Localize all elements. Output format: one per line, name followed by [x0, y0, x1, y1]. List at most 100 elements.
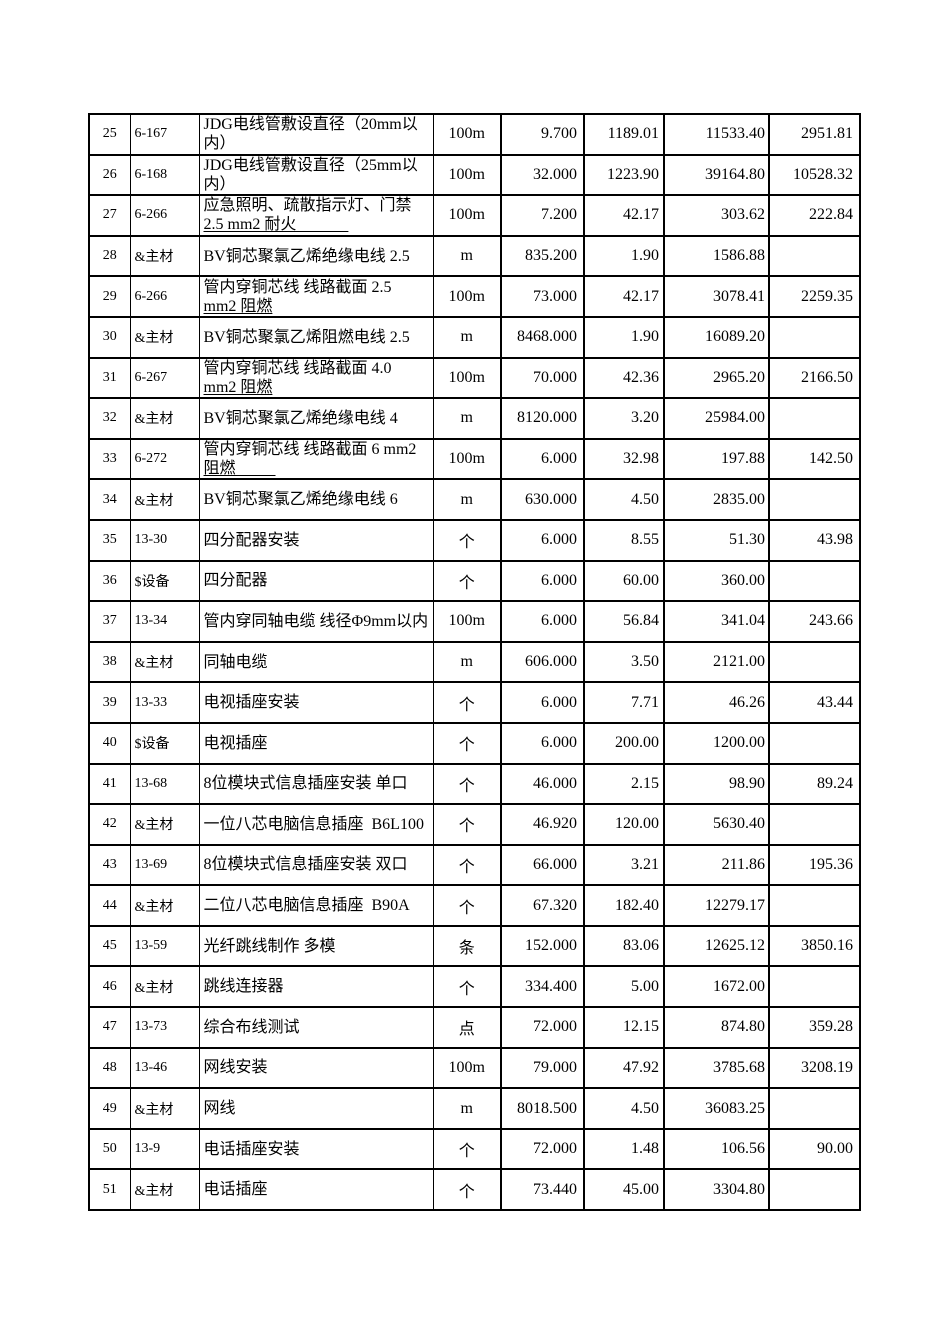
unit-price-cell: 42.36: [584, 356, 665, 400]
unit-cell: 100m: [433, 437, 502, 481]
row-number-cell: 39: [88, 681, 131, 724]
description-cell: 网线安装: [199, 1046, 434, 1090]
description-line: mm2 阻燃: [203, 297, 273, 315]
amount-cell: 98.90: [664, 762, 770, 806]
amount-cell: 1672.00: [664, 965, 770, 1009]
unit-cell: 个: [433, 721, 502, 765]
amount-cell: 341.04: [664, 600, 770, 643]
amount-cell: 3785.68: [664, 1046, 770, 1090]
quota-code-cell: 13-46: [130, 1046, 200, 1090]
quota-code-cell: &主材: [130, 315, 200, 359]
quota-code-cell: &主材: [130, 884, 200, 927]
description-cell: 综合布线测试: [199, 1006, 434, 1049]
description-line: 电话插座安装: [203, 1140, 300, 1158]
secondary-amount-cell: 43.44: [769, 681, 861, 724]
table-row: 49 &主材 网线 m 8018.500 4.50 36083.25: [88, 1087, 861, 1130]
quantity-cell: 6.000: [501, 721, 585, 765]
table-row: 30 &主材 BV铜芯聚氯乙烯阻燃电线 2.5 m 8468.000 1.90 …: [88, 315, 861, 359]
secondary-amount-cell: 3850.16: [769, 924, 861, 968]
amount-cell: 25984.00: [664, 397, 770, 440]
amount-cell: 3304.80: [664, 1168, 770, 1212]
table-row: 38 &主材 同轴电缆 m 606.000 3.50 2121.00: [88, 640, 861, 684]
row-number-cell: 50: [88, 1127, 131, 1171]
amount-cell: 1200.00: [664, 721, 770, 765]
quota-code-cell: 13-34: [130, 600, 200, 643]
unit-cell: m: [433, 397, 502, 440]
row-number-cell: 30: [88, 315, 131, 359]
unit-cell: 个: [433, 965, 502, 1009]
secondary-amount-cell: 142.50: [769, 437, 861, 481]
quota-code-cell: &主材: [130, 640, 200, 684]
cost-estimate-sheet: 25 6-167 JDG电线管敷设直径（20mm以 内） 100m 9.700 1…: [88, 113, 861, 1212]
secondary-amount-cell: 10528.32: [769, 153, 861, 197]
description-cell: 8位模块式信息插座安装 双口: [199, 843, 434, 887]
unit-cell: 个: [433, 803, 502, 846]
quantity-cell: 8120.000: [501, 397, 585, 440]
description-line: 应急照明、疏散指示灯、门禁: [203, 197, 412, 215]
amount-cell: 1586.88: [664, 234, 770, 278]
quantity-cell: 7.200: [501, 194, 585, 237]
description-cell: 电视插座安装: [199, 681, 434, 724]
description-cell: JDG电线管敷设直径（25mm以 内）: [199, 153, 434, 197]
unit-cell: 个: [433, 884, 502, 927]
table-row: 47 13-73 综合布线测试 点 72.000 12.15 874.80 35…: [88, 1006, 861, 1049]
unit-price-cell: 45.00: [584, 1168, 665, 1212]
secondary-amount-cell: 2951.81: [769, 113, 861, 156]
amount-cell: 16089.20: [664, 315, 770, 359]
description-cell: 管内穿同轴电缆 线径Φ9mm以内: [199, 600, 434, 643]
unit-price-cell: 3.50: [584, 640, 665, 684]
quantity-cell: 9.700: [501, 113, 585, 156]
description-line: 二位八芯电脑信息插座 B90A: [203, 897, 410, 915]
description-line: 网线安装: [203, 1059, 268, 1077]
quantity-cell: 630.000: [501, 478, 585, 521]
amount-cell: 12625.12: [664, 924, 770, 968]
quantity-cell: 606.000: [501, 640, 585, 684]
row-number-cell: 35: [88, 518, 131, 562]
unit-cell: m: [433, 315, 502, 359]
description-line: 管内穿铜芯线 线路截面 2.5: [203, 278, 392, 296]
unit-price-cell: 4.50: [584, 1087, 665, 1130]
amount-cell: 12279.17: [664, 884, 770, 927]
description-cell: 四分配器安装: [199, 518, 434, 562]
unit-price-cell: 1.90: [584, 315, 665, 359]
description-cell: 电话插座安装: [199, 1127, 434, 1171]
amount-cell: 46.26: [664, 681, 770, 724]
row-number-cell: 43: [88, 843, 131, 887]
quota-code-cell: 6-168: [130, 153, 200, 197]
quantity-cell: 6.000: [501, 518, 585, 562]
row-number-cell: 34: [88, 478, 131, 521]
unit-cell: 个: [433, 762, 502, 806]
quota-code-cell: &主材: [130, 234, 200, 278]
unit-price-cell: 60.00: [584, 559, 665, 603]
quantity-cell: 66.000: [501, 843, 585, 887]
unit-price-cell: 1.48: [584, 1127, 665, 1171]
description-line: 光纤跳线制作 多模: [203, 937, 336, 955]
quota-code-cell: 13-30: [130, 518, 200, 562]
table-row: 45 13-59 光纤跳线制作 多模 条 152.000 83.06 12625…: [88, 924, 861, 968]
row-number-cell: 31: [88, 356, 131, 400]
description-cell: 跳线连接器: [199, 965, 434, 1009]
unit-price-cell: 42.17: [584, 194, 665, 237]
secondary-amount-cell: 2166.50: [769, 356, 861, 400]
quota-code-cell: 6-267: [130, 356, 200, 400]
unit-price-cell: 2.15: [584, 762, 665, 806]
description-line: 电话插座: [203, 1181, 268, 1199]
amount-cell: 3078.41: [664, 275, 770, 318]
table-row: 46 &主材 跳线连接器 个 334.400 5.00 1672.00: [88, 965, 861, 1009]
row-number-cell: 36: [88, 559, 131, 603]
description-cell: 光纤跳线制作 多模: [199, 924, 434, 968]
quantity-cell: 72.000: [501, 1006, 585, 1049]
secondary-amount-cell: 359.28: [769, 1006, 861, 1049]
description-cell: BV铜芯聚氯乙烯阻燃电线 2.5: [199, 315, 434, 359]
unit-price-cell: 5.00: [584, 965, 665, 1009]
table-row: 44 &主材 二位八芯电脑信息插座 B90A 个 67.320 182.40 1…: [88, 884, 861, 927]
quantity-cell: 6.000: [501, 559, 585, 603]
unit-price-cell: 3.20: [584, 397, 665, 440]
quota-code-cell: 13-9: [130, 1127, 200, 1171]
unit-cell: 个: [433, 1127, 502, 1171]
secondary-amount-cell: 89.24: [769, 762, 861, 806]
secondary-amount-cell: [769, 803, 861, 846]
secondary-amount-cell: [769, 397, 861, 440]
amount-cell: 11533.40: [664, 113, 770, 156]
